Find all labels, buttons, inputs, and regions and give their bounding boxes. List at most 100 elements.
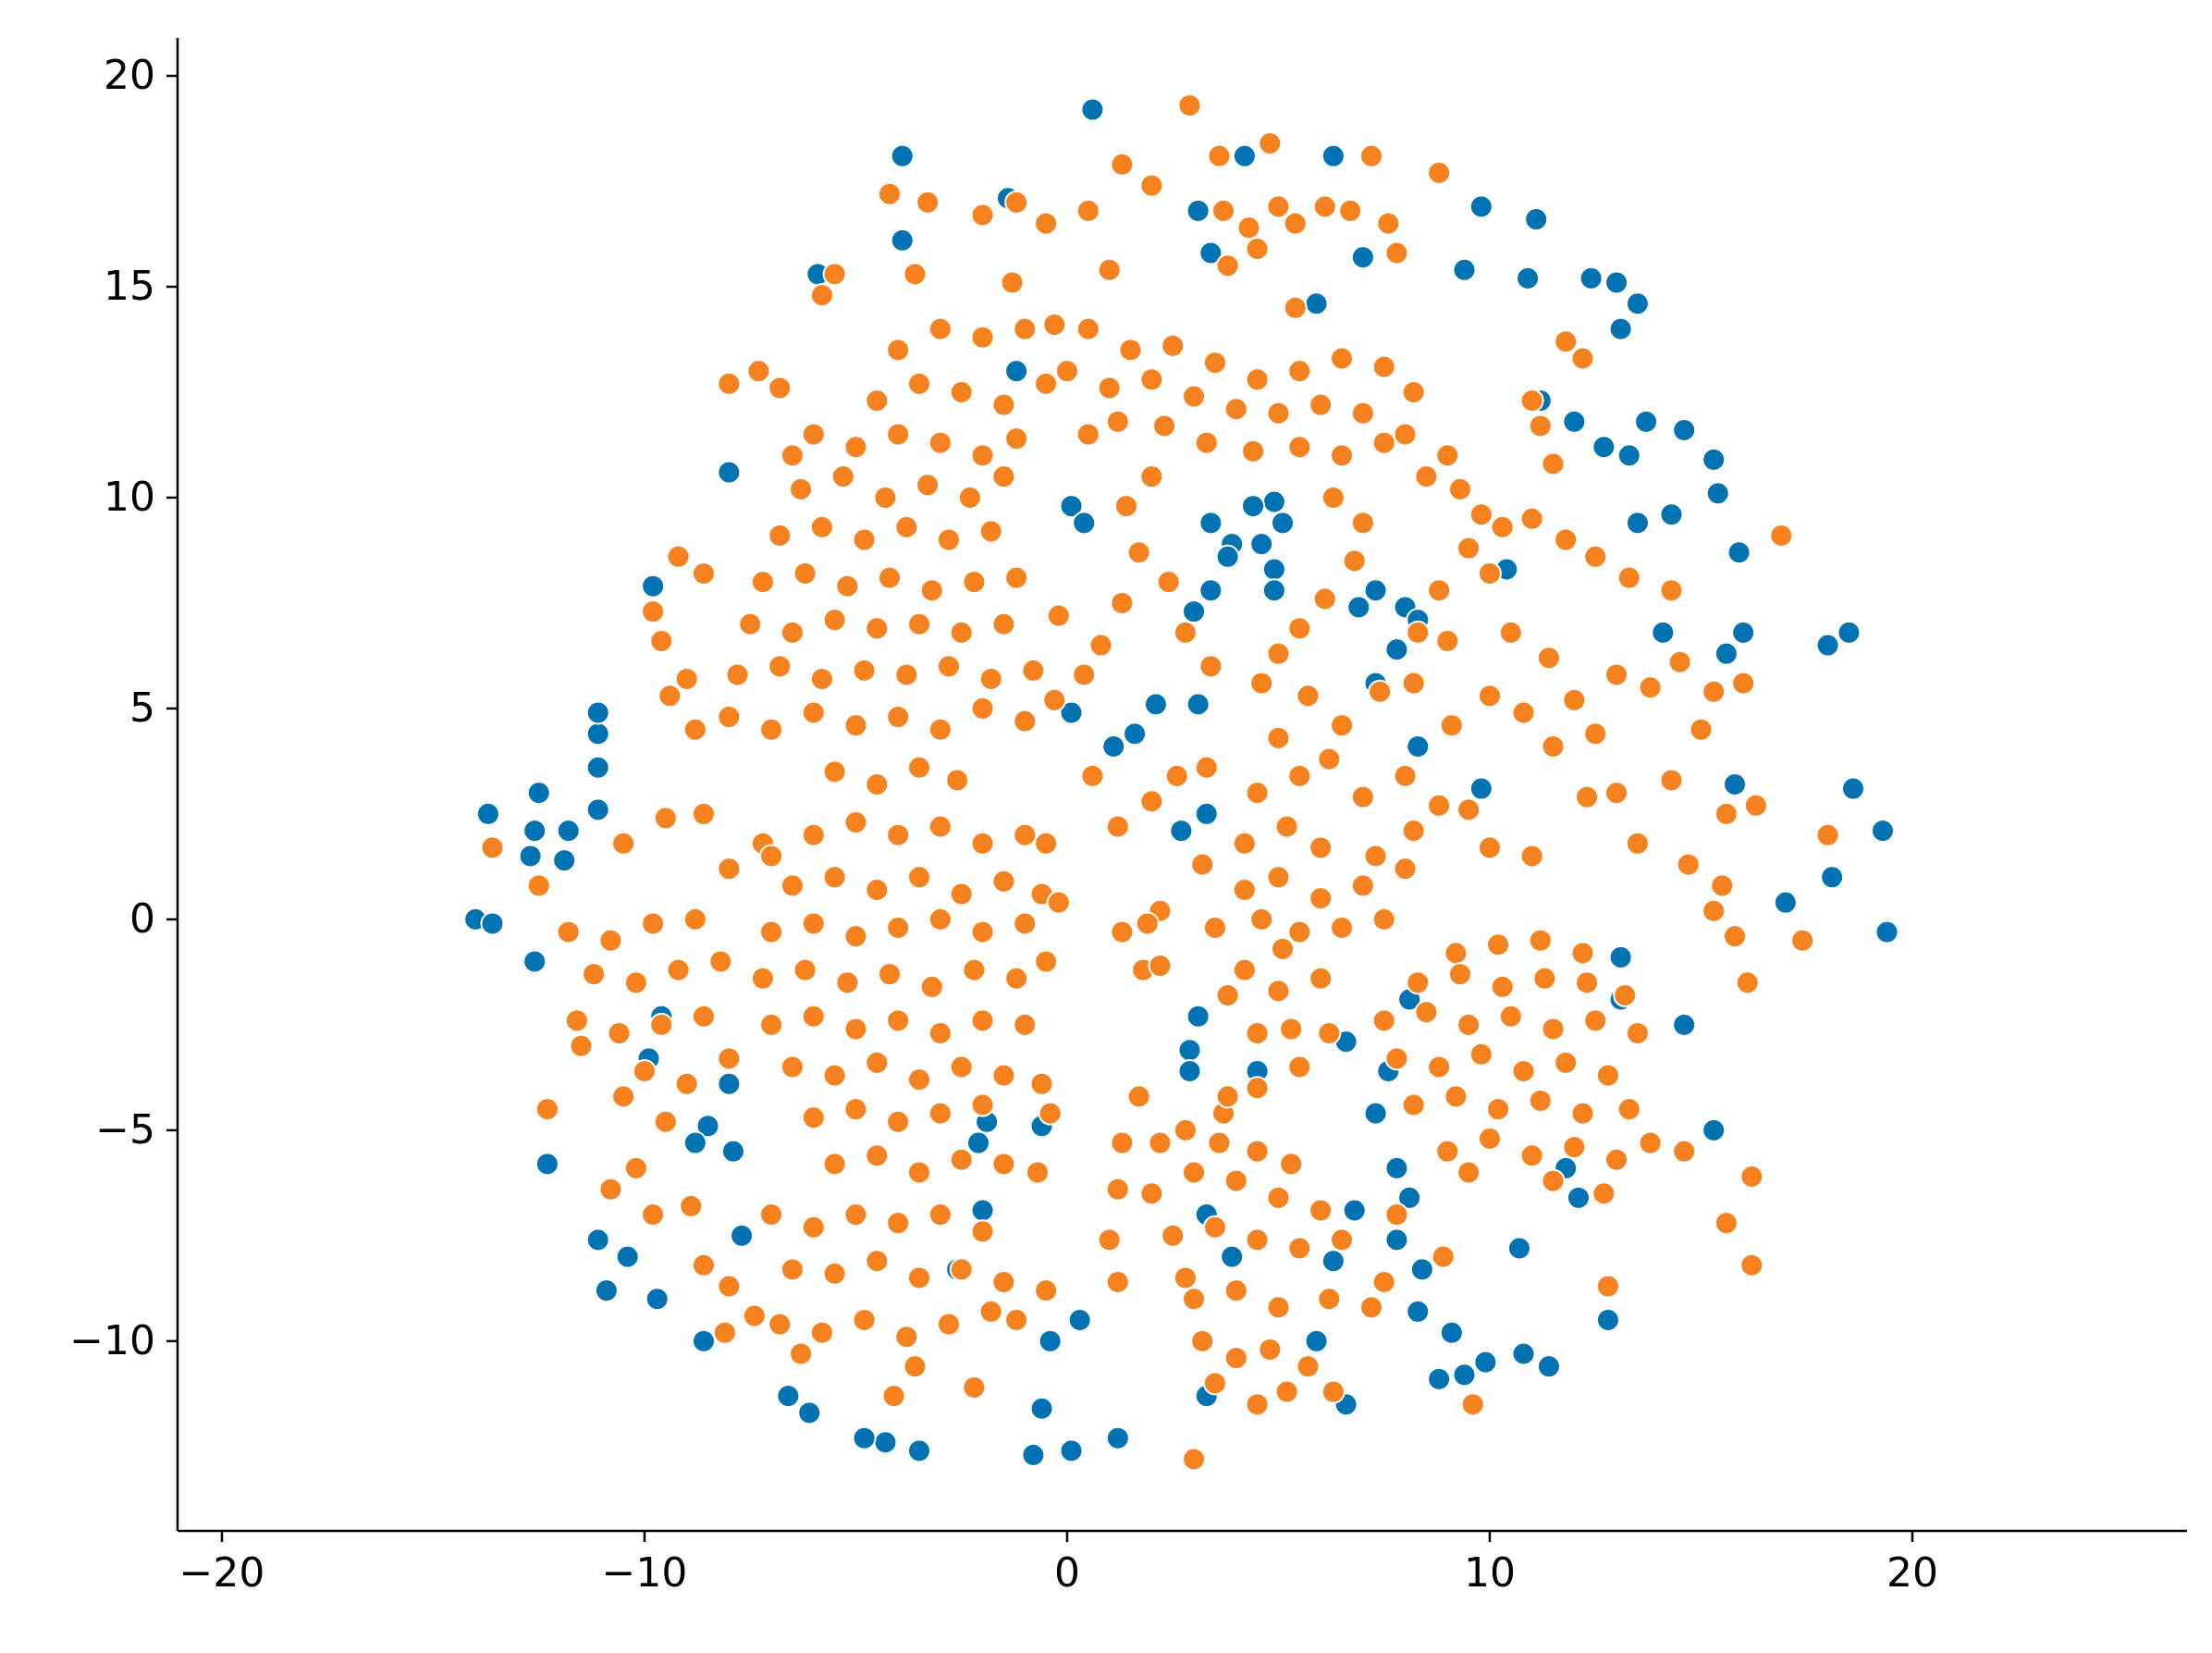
scatter-point [1123,722,1148,746]
scatter-point [1304,291,1329,316]
scatter-point [1613,982,1638,1007]
scatter-point [594,1278,619,1303]
scatter-point [991,1270,1016,1294]
scatter-point [970,443,995,468]
scatter-point [1363,844,1388,869]
scatter-point [615,1244,640,1269]
scatter-point [1287,763,1312,788]
scatter-point [1359,1295,1384,1320]
scatter-point [890,228,915,253]
scatter-point [1309,392,1333,417]
scatter-point [1414,1000,1439,1025]
scatter-point [569,1033,594,1058]
scatter-point [1773,890,1798,915]
scatter-point [1105,409,1130,434]
scatter-point [1029,1071,1054,1096]
scatter-point [1266,1295,1291,1320]
scatter-point [1591,1181,1616,1206]
scatter-point [674,1071,699,1096]
scatter-point [1249,532,1274,557]
scatter-point [641,599,666,624]
scatter-point [970,919,995,944]
scatter-point [1075,422,1100,447]
scatter-point [759,717,784,742]
scatter-point [1232,143,1257,168]
scatter-point [1511,700,1536,725]
scatter-point [822,865,847,890]
scatter-point [1330,713,1355,738]
scatter-point [1837,620,1862,645]
scatter-point [1139,1181,1164,1206]
scatter-point [949,882,974,907]
scatter-point [1435,1139,1460,1164]
scatter-point [789,1341,814,1366]
scatter-point [1169,819,1194,844]
scatter-point [1283,295,1308,320]
x-tick-label: −10 [602,1549,688,1597]
scatter-point [1182,599,1207,624]
scatter-point [1406,970,1431,995]
scatter-point [822,1063,847,1088]
scatter-point [1368,679,1393,704]
scatter-point [1363,1101,1388,1126]
scatter-point [1406,620,1431,645]
scatter-point [1075,316,1100,341]
scatter-point [1177,1059,1202,1084]
scatter-point [1194,801,1219,826]
scatter-point [1616,1097,1641,1122]
scatter-point [1215,982,1240,1007]
scatter-point [1190,1328,1215,1353]
scatter-point [1702,447,1727,472]
scatter-point [801,1105,826,1130]
scatter-point [1202,1215,1227,1240]
scatter-point [1739,1165,1764,1190]
scatter-point [1490,514,1515,539]
scatter-point [1046,603,1071,628]
scatter-point [1000,270,1025,295]
scatter-point [717,460,742,485]
scatter-point [1604,270,1629,295]
scatter-point [1439,713,1464,738]
scatter-point [1554,329,1579,354]
scatter-point [582,962,607,987]
scatter-point [1249,907,1274,931]
scatter-point [623,1155,648,1180]
scatter-point [1676,852,1701,877]
scatter-point [526,781,551,806]
scatter-point [717,371,742,396]
scatter-point [835,574,860,598]
scatter-point [518,844,543,869]
scatter-point [1266,401,1291,426]
scatter-point [1714,1211,1739,1236]
scatter-point [1110,919,1135,944]
scatter-point [1034,1278,1059,1303]
scatter-point [1220,1244,1245,1269]
y-tick-label: 10 [104,474,155,521]
scatter-point [653,1109,678,1134]
scatter-point [1173,1117,1198,1142]
scatter-point [1452,257,1477,282]
scatter-point [843,1017,868,1042]
scatter-point [585,755,610,780]
scatter-point [894,662,919,687]
scatter-point [1271,511,1296,536]
scatter-point [1287,616,1312,641]
scatter-point [552,848,577,873]
scatter-point [750,570,775,595]
scatter-point [1249,671,1274,696]
scatter-point [1524,207,1549,232]
scatter-point [1350,873,1375,898]
scatter-point [907,1265,932,1290]
scatter-point [535,1097,559,1122]
scatter-point [1401,671,1426,696]
scatter-point [480,835,505,860]
scatter-point [865,877,890,902]
scatter-point [1519,1143,1544,1168]
x-tick-label: 20 [1886,1549,1938,1597]
scatter-point [1312,586,1337,611]
scatter-point [1350,401,1375,426]
scatter-point [1097,1227,1122,1252]
scatter-point [1714,641,1739,666]
scatter-point [830,464,855,489]
scatter-point [649,628,674,653]
